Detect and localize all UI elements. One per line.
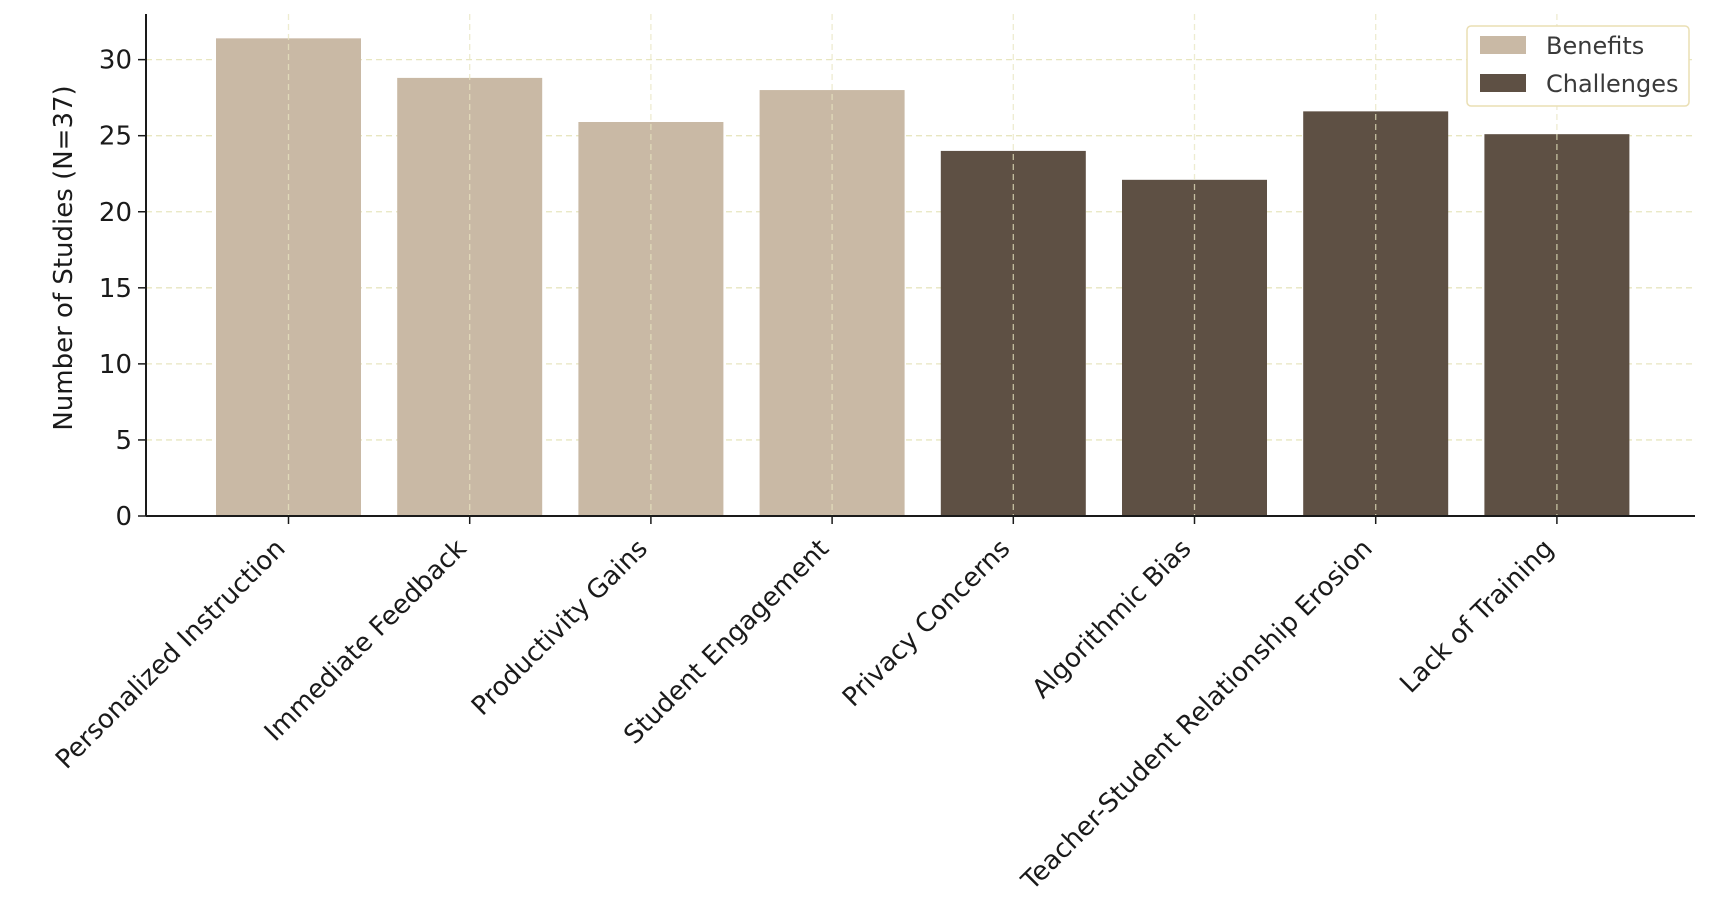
y-tick-label: 25 xyxy=(99,122,132,152)
y-tick-label: 0 xyxy=(115,502,132,532)
y-tick-label: 15 xyxy=(99,274,132,304)
x-tick-label: Personalized Instruction xyxy=(50,534,291,775)
grid-layer xyxy=(146,58,1695,441)
x-tick-label: Privacy Concerns xyxy=(837,534,1016,713)
legend: Benefits Challenges xyxy=(1466,25,1690,107)
x-tick-label: Student Engagement xyxy=(618,534,835,751)
x-tick-label: Lack of Training xyxy=(1394,534,1559,699)
bar-benefits xyxy=(759,90,905,516)
x-tick-label: Immediate Feedback xyxy=(259,534,473,748)
bar-layer xyxy=(216,38,1630,517)
legend-label-benefits: Benefits xyxy=(1546,32,1644,60)
x-tick-label: Algorithmic Bias xyxy=(1027,534,1198,705)
x-tick-label: Productivity Gains xyxy=(466,534,654,722)
y-tick-label: 20 xyxy=(99,198,132,228)
x-tick-label: Teacher-Student Relationship Erosion xyxy=(1015,534,1378,897)
y-tick-label: 5 xyxy=(115,426,132,456)
legend-swatch-challenges xyxy=(1480,74,1526,92)
legend-swatch-benefits xyxy=(1480,36,1526,54)
y-tick-label: 10 xyxy=(99,350,132,380)
vertical-grid-layer xyxy=(287,14,1558,516)
y-tick-label: 30 xyxy=(99,46,132,76)
legend-label-challenges: Challenges xyxy=(1546,70,1679,98)
y-axis-title: Number of Studies (N=37) xyxy=(49,85,79,430)
